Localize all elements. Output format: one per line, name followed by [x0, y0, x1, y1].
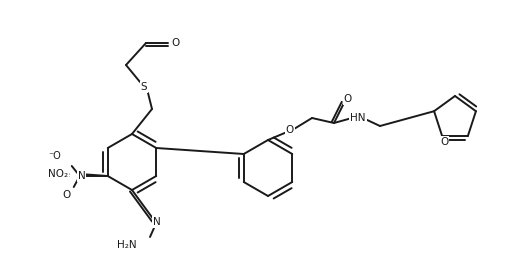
Text: S: S [141, 82, 148, 92]
Text: NO₂: NO₂ [50, 169, 70, 179]
Text: O: O [63, 190, 71, 200]
Text: ⁻O: ⁻O [48, 151, 61, 161]
Text: O: O [440, 137, 448, 147]
Text: O: O [344, 94, 352, 104]
Text: HN: HN [350, 113, 366, 123]
Text: N: N [153, 217, 161, 227]
Text: O: O [286, 125, 294, 135]
Text: N: N [78, 171, 85, 181]
Text: H₂N: H₂N [118, 240, 137, 250]
Text: O: O [172, 38, 180, 48]
Text: NO₂: NO₂ [47, 169, 68, 179]
